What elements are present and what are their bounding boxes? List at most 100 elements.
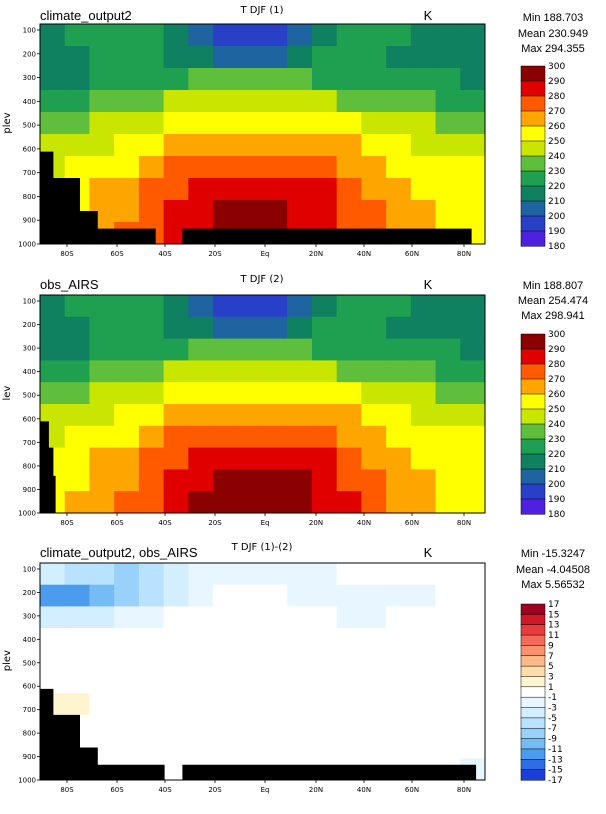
heatmap-cell	[336, 382, 362, 405]
heatmap-cell	[386, 134, 412, 157]
heatmap-cell	[336, 46, 362, 69]
panel-1: climate_output2 T DJF (1) K Min 188.703 Mean…	[2, 5, 588, 258]
heatmap-cell	[188, 295, 214, 318]
heatmap-cell	[64, 584, 91, 607]
heatmap-cell	[188, 382, 214, 405]
heatmap-cell	[64, 360, 91, 383]
heatmap-cell	[460, 447, 485, 470]
heatmap-cell	[114, 112, 140, 135]
heatmap-cell	[138, 404, 165, 427]
heatmap-cell	[237, 200, 264, 223]
colorbar-swatch	[520, 603, 546, 615]
heatmap-cell	[361, 295, 387, 318]
heatmap-cell	[40, 360, 66, 383]
y-tick-label: 600	[23, 415, 36, 423]
heatmap-cell	[188, 693, 214, 716]
colorbar-label: -17	[548, 776, 563, 786]
heatmap-cell	[410, 46, 437, 69]
heatmap-cell	[89, 447, 115, 470]
heatmap-cell	[311, 200, 338, 223]
heatmap-cell	[386, 316, 412, 340]
heatmap-cell	[138, 649, 165, 673]
heatmap-cell	[336, 649, 362, 673]
colorbar-label: 5	[548, 662, 554, 672]
colorbar-swatch	[520, 614, 546, 626]
y-tick-label: 1000	[18, 241, 36, 249]
colorbar-label: -1	[548, 693, 557, 703]
heatmap-cell	[89, 649, 115, 673]
heatmap-cell	[237, 360, 264, 383]
heatmap-cell	[213, 178, 239, 201]
colorbar-swatch	[520, 125, 546, 142]
heatmap-cell	[336, 563, 362, 586]
heatmap-cell	[460, 491, 485, 513]
heatmap-cell	[435, 134, 461, 157]
panel-dataset-label: climate_output2	[40, 8, 132, 23]
heatmap-cell	[163, 491, 189, 513]
colorbar-label: -9	[548, 735, 557, 745]
heatmap-cell	[237, 714, 264, 738]
heatmap-cell	[287, 90, 313, 113]
colorbar-label: 220	[548, 450, 565, 460]
heatmap-cell	[361, 649, 387, 673]
heatmap-cell	[361, 338, 387, 361]
heatmap-cell	[213, 156, 239, 179]
heatmap-cell	[287, 491, 313, 513]
heatmap-cell	[237, 134, 264, 157]
heatmap-cell	[89, 382, 115, 405]
heatmap-cell	[237, 491, 264, 513]
heatmap-cell	[89, 628, 115, 651]
heatmap-cell	[410, 649, 437, 673]
heatmap-cell	[188, 112, 214, 135]
heatmap-cell	[361, 671, 387, 694]
heatmap-cell	[89, 316, 115, 340]
heatmap-cell	[262, 382, 288, 405]
x-tick-label: 40S	[158, 250, 172, 258]
heatmap-cell	[64, 295, 91, 318]
x-tick-label: 20N	[309, 786, 323, 794]
heatmap-cell	[386, 584, 412, 607]
heatmap-cell	[237, 606, 264, 629]
heatmap-cell	[138, 714, 165, 738]
heatmap-cell	[435, 714, 461, 738]
y-tick-label: 100	[23, 566, 36, 574]
heatmap-cell	[336, 112, 362, 135]
heatmap-cell	[237, 316, 264, 340]
heatmap-cell	[287, 469, 313, 492]
colorbar-label: 240	[548, 420, 565, 430]
y-tick-label: 200	[23, 50, 36, 58]
x-tick-label: 60S	[110, 250, 124, 258]
colorbar-label: 13	[548, 621, 559, 631]
heatmap-cell	[410, 693, 437, 716]
heatmap-cell	[40, 382, 66, 405]
y-tick-label: 500	[23, 659, 36, 667]
heatmap-cell	[138, 178, 165, 201]
heatmap-cell	[287, 316, 313, 340]
heatmap-cell	[188, 134, 214, 157]
heatmap-cell	[188, 736, 214, 759]
colorbar-label: 260	[548, 122, 565, 132]
heatmap-cell	[114, 404, 140, 427]
heatmap-cell	[435, 112, 461, 135]
heatmap-cell	[89, 404, 115, 427]
heatmap-cell	[311, 46, 338, 69]
heatmap-cell	[213, 24, 239, 47]
colorbar-swatch	[520, 80, 546, 97]
colorbar-swatch	[520, 200, 546, 217]
heatmap-cell	[386, 156, 412, 179]
heatmap-cell	[114, 46, 140, 69]
heatmap-cell	[213, 90, 239, 113]
heatmap-cell	[460, 628, 485, 651]
y-tick-label: 900	[23, 217, 36, 225]
heatmap-cell	[287, 360, 313, 383]
heatmap-cell	[311, 112, 338, 135]
heatmap-cell	[386, 338, 412, 361]
heatmap-cell	[138, 606, 165, 629]
heatmap-cell	[311, 584, 338, 607]
heatmap-cell	[114, 382, 140, 405]
contour-fill	[40, 563, 485, 780]
heatmap-cell	[89, 563, 115, 586]
heatmap-cell	[460, 360, 485, 383]
heatmap-cell	[386, 24, 412, 47]
